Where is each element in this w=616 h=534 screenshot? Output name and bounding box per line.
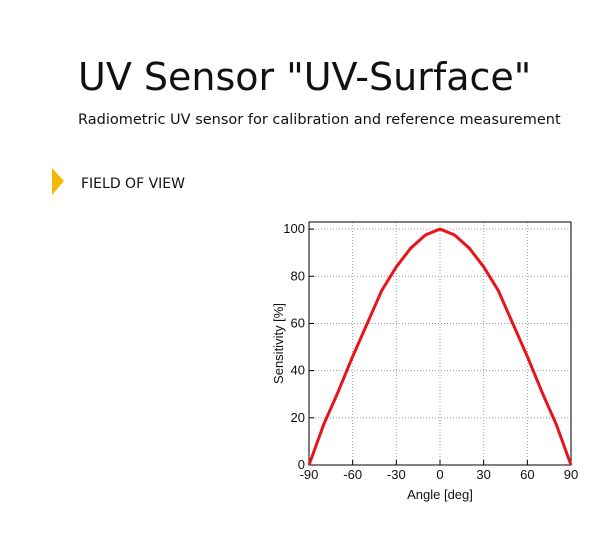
x-tick-label: 90 — [564, 467, 578, 482]
page-subtitle: Radiometric UV sensor for calibration an… — [78, 112, 561, 128]
y-tick-label: 40 — [291, 363, 305, 378]
x-axis-label: Angle [deg] — [407, 487, 473, 502]
x-tick-label: -30 — [387, 467, 406, 482]
y-tick-label: 20 — [291, 410, 305, 425]
section-title: FIELD OF VIEW — [81, 176, 185, 192]
y-tick-label: 100 — [283, 221, 305, 236]
data-line — [307, 227, 573, 466]
y-tick-label: 60 — [291, 315, 305, 330]
x-tick-label: 30 — [476, 467, 490, 482]
x-tick-label: -90 — [300, 467, 319, 482]
x-tick-label: 0 — [436, 467, 443, 482]
section-marker — [52, 168, 64, 195]
page-title: UV Sensor "UV-Surface" — [78, 55, 531, 99]
y-axis-label: Sensitivity [%] — [271, 303, 286, 384]
y-tick-label: 0 — [298, 457, 305, 472]
x-tick-label: -60 — [343, 467, 362, 482]
plot-frame — [308, 221, 572, 466]
x-tick-label: 60 — [520, 467, 534, 482]
y-tick-label: 80 — [291, 268, 305, 283]
